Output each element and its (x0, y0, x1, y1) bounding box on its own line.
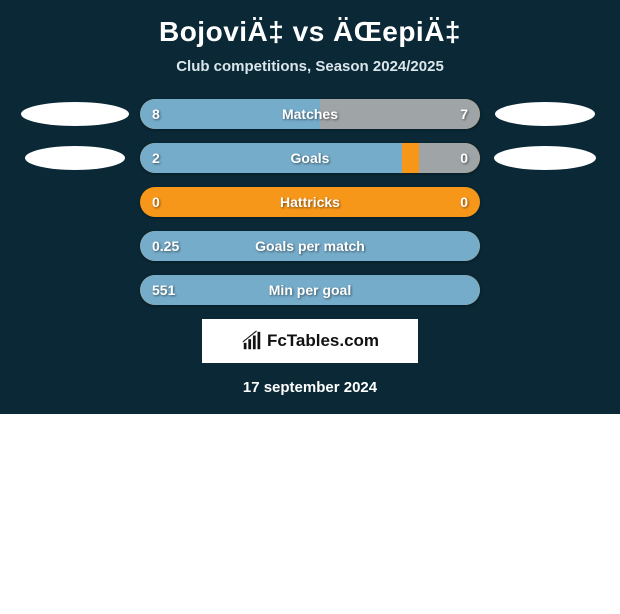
stat-label: Min per goal (269, 282, 351, 298)
stat-left-value: 551 (152, 282, 175, 298)
stat-right-value: 0 (460, 194, 468, 210)
ellipse-icon (494, 146, 596, 170)
subtitle: Club competitions, Season 2024/2025 (0, 58, 620, 75)
blank-area (0, 414, 620, 614)
stat-bar: 0.25 Goals per match (140, 231, 480, 261)
stat-left-value: 8 (152, 106, 160, 122)
chart-icon (241, 330, 263, 352)
player-marker-right (480, 146, 610, 170)
brand-box[interactable]: FcTables.com (202, 319, 418, 363)
page-title: BojoviÄ‡ vs ÄŒepiÄ‡ (0, 16, 620, 48)
bar-fill-left (140, 143, 402, 173)
stat-left-value: 2 (152, 150, 160, 166)
ellipse-icon (21, 102, 129, 126)
stat-right-value: 7 (460, 106, 468, 122)
bar-fill-right (320, 99, 480, 129)
stat-row: 0.25 Goals per match (0, 231, 620, 261)
brand-text: FcTables.com (267, 331, 379, 351)
brand-label: FcTables.com (241, 330, 379, 352)
stat-bar: 2 0 Goals (140, 143, 480, 173)
stat-row: 551 Min per goal (0, 275, 620, 305)
ellipse-icon (495, 102, 595, 126)
player-marker-right (480, 102, 610, 126)
date-label: 17 september 2024 (0, 379, 620, 396)
stat-bar: 8 7 Matches (140, 99, 480, 129)
stat-bar: 0 0 Hattricks (140, 187, 480, 217)
bar-fill-right (419, 143, 480, 173)
stat-right-value: 0 (460, 150, 468, 166)
stat-row: 8 7 Matches (0, 99, 620, 129)
stat-row: 0 0 Hattricks (0, 187, 620, 217)
ellipse-icon (25, 146, 125, 170)
stat-label: Matches (282, 106, 338, 122)
stat-bar: 551 Min per goal (140, 275, 480, 305)
player-marker-left (10, 102, 140, 126)
player-marker-left (10, 146, 140, 170)
stat-left-value: 0.25 (152, 238, 179, 254)
comparison-panel: BojoviÄ‡ vs ÄŒepiÄ‡ Club competitions, S… (0, 0, 620, 414)
stat-label: Goals per match (255, 238, 365, 254)
stats-container: 8 7 Matches 2 0 Goals 0 0 Hattricks 0.25 Goals per… (0, 99, 620, 305)
stat-label: Goals (291, 150, 330, 166)
stat-row: 2 0 Goals (0, 143, 620, 173)
stat-left-value: 0 (152, 194, 160, 210)
stat-label: Hattricks (280, 194, 340, 210)
